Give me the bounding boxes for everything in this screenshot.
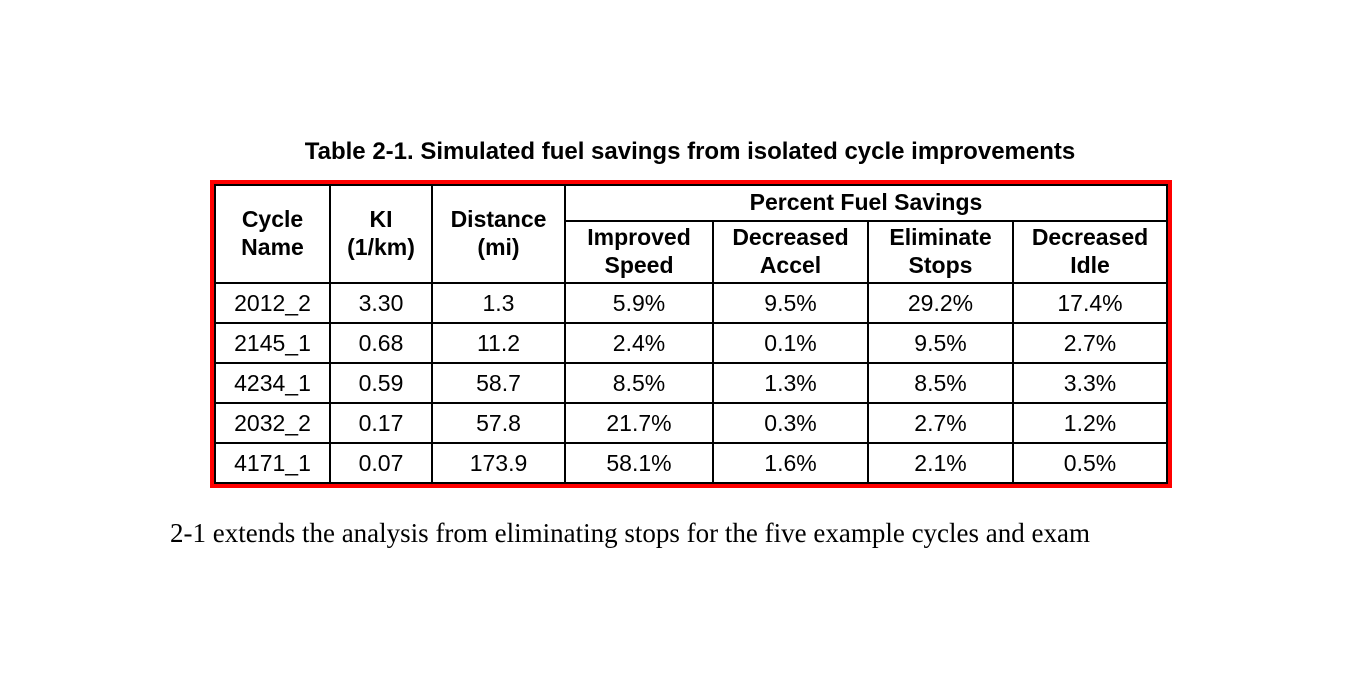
column-header-ki: KI (1/km) (329, 184, 433, 284)
fuel-savings-table: Cycle Name KI (1/km) Distance (mi) Perce… (214, 184, 1168, 484)
cell-distance: 57.8 (431, 402, 566, 444)
table-row: 2145_1 0.68 11.2 2.4% 0.1% 9.5% 2.7% (214, 322, 1168, 364)
header-row-sub: Improved Speed Decreased Accel Eliminate… (215, 220, 1168, 284)
column-header-distance: Distance (mi) (431, 184, 566, 284)
cell-improved-speed: 58.1% (564, 442, 714, 484)
table-header: Cycle Name KI (1/km) Distance (mi) Perce… (214, 184, 1168, 284)
cell-decreased-idle: 2.7% (1012, 322, 1168, 364)
cell-improved-speed: 2.4% (564, 322, 714, 364)
cell-decreased-accel: 9.5% (712, 282, 869, 324)
cell-decreased-idle: 17.4% (1012, 282, 1168, 324)
header-row-group: Cycle Name KI (1/km) Distance (mi) Perce… (214, 184, 1168, 284)
cell-distance: 11.2 (431, 322, 566, 364)
cell-decreased-accel: 1.6% (712, 442, 869, 484)
cell-decreased-idle: 0.5% (1012, 442, 1168, 484)
cell-eliminate-stops: 2.1% (867, 442, 1014, 484)
column-group-header-percent-fuel-savings: Percent Fuel Savings (564, 184, 1168, 222)
cell-improved-speed: 21.7% (564, 402, 714, 444)
table-body: 2012_2 3.30 1.3 5.9% 9.5% 29.2% 17.4% 2145_1 0.6… (214, 282, 1168, 484)
table-caption: Table 2-1. Simulated fuel savings from i… (304, 138, 1076, 165)
cell-distance: 58.7 (431, 362, 566, 404)
cell-eliminate-stops: 8.5% (867, 362, 1014, 404)
cell-cycle-name: 4171_1 (214, 442, 331, 484)
cell-decreased-idle: 1.2% (1012, 402, 1168, 444)
cell-cycle-name: 2032_2 (214, 402, 331, 444)
column-header-decreased-idle: Decreased Idle (1012, 220, 1168, 284)
column-header-improved-speed: Improved Speed (564, 220, 714, 284)
cell-cycle-name: 2012_2 (214, 282, 331, 324)
cell-eliminate-stops: 29.2% (867, 282, 1014, 324)
cell-ki: 3.30 (329, 282, 433, 324)
cell-eliminate-stops: 9.5% (867, 322, 1014, 364)
cell-decreased-accel: 0.3% (712, 402, 869, 444)
cell-cycle-name: 2145_1 (214, 322, 331, 364)
cell-distance: 173.9 (431, 442, 566, 484)
cell-ki: 0.59 (329, 362, 433, 404)
table-row: 4171_1 0.07 173.9 58.1% 1.6% 2.1% 0.5% (214, 442, 1168, 484)
cell-distance: 1.3 (431, 282, 566, 324)
cell-eliminate-stops: 2.7% (867, 402, 1014, 444)
column-header-eliminate-stops: Eliminate Stops (867, 220, 1014, 284)
cell-ki: 0.68 (329, 322, 433, 364)
cell-ki: 0.07 (329, 442, 433, 484)
cell-cycle-name: 4234_1 (214, 362, 331, 404)
cell-improved-speed: 5.9% (564, 282, 714, 324)
cell-ki: 0.17 (329, 402, 433, 444)
table-row: 4234_1 0.59 58.7 8.5% 1.3% 8.5% 3.3% (214, 362, 1168, 404)
cell-decreased-accel: 0.1% (712, 322, 869, 364)
column-header-decreased-accel: Decreased Accel (712, 220, 869, 284)
column-header-cycle-name: Cycle Name (214, 184, 331, 284)
table-row: 2012_2 3.30 1.3 5.9% 9.5% 29.2% 17.4% (214, 282, 1168, 324)
paragraph-fragment: 2-1 extends the analysis from eliminatin… (170, 518, 1090, 548)
cell-decreased-idle: 3.3% (1012, 362, 1168, 404)
table-highlight-outline: Cycle Name KI (1/km) Distance (mi) Perce… (210, 180, 1172, 488)
table-row: 2032_2 0.17 57.8 21.7% 0.3% 2.7% 1.2% (214, 402, 1168, 444)
cell-decreased-accel: 1.3% (712, 362, 869, 404)
cell-improved-speed: 8.5% (564, 362, 714, 404)
